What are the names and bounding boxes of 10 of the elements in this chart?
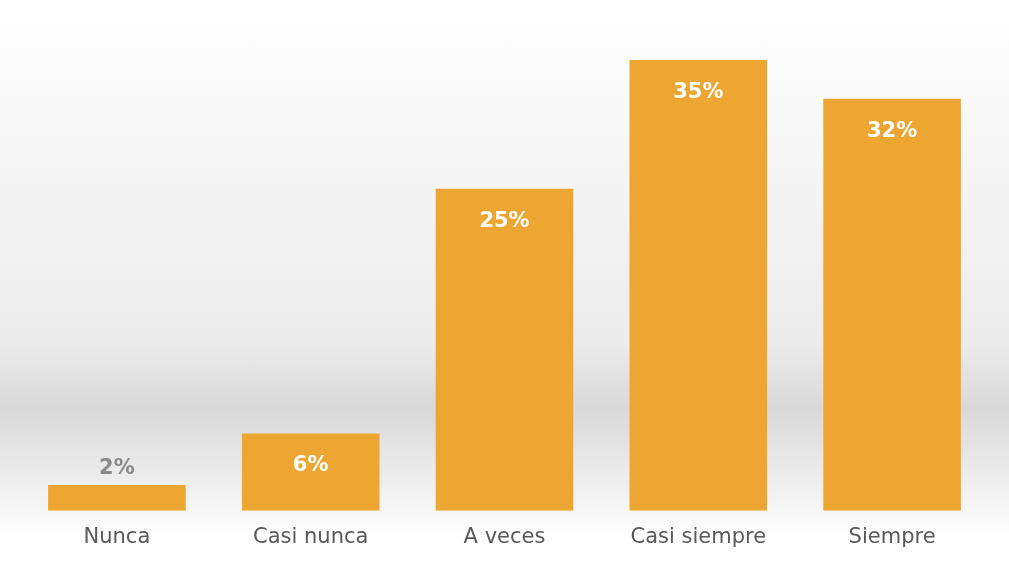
data-label: 32% [866,117,918,142]
data-label: 25% [479,207,530,232]
x-tick-label: Casi siempre [630,523,767,548]
x-tick-label: Casi nunca [253,523,369,548]
data-label: 35% [673,78,724,103]
x-tick-label: Nunca [83,523,151,548]
data-label: 2% [99,454,135,479]
x-tick-label: A veces [463,523,546,548]
data-label: 6% [292,452,329,477]
x-tick-label: Siempre [848,523,936,548]
